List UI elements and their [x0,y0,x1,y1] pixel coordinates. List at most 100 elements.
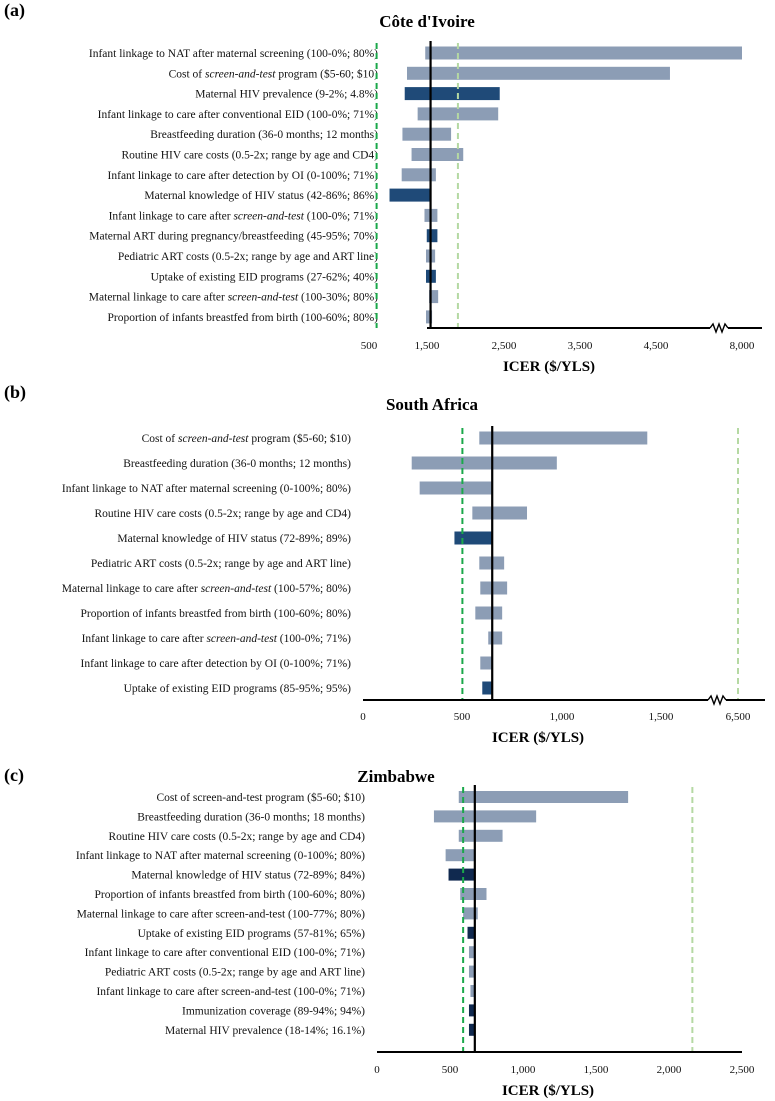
category-label: Infant linkage to care after detection b… [81,658,352,670]
category-label: Maternal ART during pregnancy/breastfeed… [89,231,378,243]
panel-label: (a) [4,0,25,21]
bar-9 [488,631,503,645]
bar-10 [480,656,493,670]
x-axis-label: ICER ($/YLS) [502,1083,594,1099]
bar-6 [411,148,464,161]
chart-title: Côte d'Ivoire [379,12,475,31]
bar-11 [482,681,493,695]
bar-7 [480,581,508,595]
category-label: Cost of screen-and-test program ($5-60; … [156,791,365,804]
bar-11 [470,985,475,997]
axis-break-mark [707,694,727,706]
x-tick-label: 1,000 [550,711,575,723]
x-tick-label: 2,500 [730,1064,755,1076]
category-label: Maternal linkage to care after screen-an… [89,292,378,304]
bar-4 [445,849,475,862]
bar-10 [426,229,438,243]
category-label: Uptake of existing EID programs (27-62%;… [151,271,379,283]
category-label: Infant linkage to care after conventiona… [85,947,366,959]
category-label: Proportion of infants breastfed from bir… [80,608,351,620]
x-axis-label: ICER ($/YLS) [492,730,584,746]
bar-1 [458,791,629,803]
category-label: Breastfeeding duration (36-0 months; 12 … [123,458,351,470]
x-tick-label: 3,500 [568,340,593,352]
x-tick-label: 8,000 [730,340,755,352]
bar-1 [425,46,742,60]
category-label: Maternal HIV prevalence (18-14%; 16.1%) [165,1025,365,1037]
category-label: Cost of screen-and-test program ($5-60; … [142,432,352,445]
panel-a: (a) Côte d'Ivoire Infant linkage to NAT af… [4,0,762,375]
x-tick-label: 2,000 [657,1064,682,1076]
panel-label: (c) [4,765,24,786]
category-label: Proportion of infants breastfed from bir… [94,889,365,901]
x-tick-label: 500 [454,711,471,723]
category-label: Routine HIV care costs (0.5-2x; range by… [108,831,365,843]
category-label: Infant linkage to NAT after maternal scr… [89,48,378,60]
bar-12 [468,1004,475,1017]
bar-6 [460,888,487,900]
category-label: Proportion of infants breastfed from bir… [107,312,378,324]
category-label: Infant linkage to NAT after maternal scr… [76,850,365,862]
x-tick-label: 4,500 [644,340,669,352]
bar-13 [429,290,439,304]
x-tick-label: 0 [374,1064,380,1076]
bar-1 [479,431,648,445]
category-label: Routine HIV care costs (0.5-2x; range by… [94,508,351,520]
bar-8 [475,606,503,620]
bar-8 [389,188,431,202]
category-label: Routine HIV care costs (0.5-2x; range by… [121,150,378,162]
bar-3 [404,87,500,101]
category-label: Infant linkage to care after detection b… [108,170,379,182]
x-tick-label: 1,000 [511,1064,536,1076]
chart-title: Zimbabwe [357,767,435,786]
category-label: Pediatric ART costs (0.5-2x; range by ag… [105,967,365,979]
x-tick-label: 500 [361,340,378,352]
category-label: Cost of screen-and-test program ($5-60; … [169,67,379,80]
category-label: Infant linkage to NAT after maternal scr… [62,483,351,495]
category-label: Maternal linkage to care after screen-an… [62,583,351,595]
category-label: Breastfeeding duration (36-0 months; 18 … [137,811,365,823]
bar-5 [402,127,452,141]
category-label: Uptake of existing EID programs (85-95%;… [124,683,352,695]
x-tick-label: 2,500 [492,340,517,352]
category-label: Pediatric ART costs (0.5-2x; range by ag… [118,251,378,263]
bar-2 [407,66,670,80]
bar-14 [426,310,433,324]
x-tick-label: 1,500 [584,1064,609,1076]
x-tick-label: 500 [442,1064,459,1076]
panel-b: (b) South Africa Cost of screen-and-test p… [4,382,765,746]
category-label: Maternal HIV prevalence (9-2%; 4.8%) [195,89,378,101]
x-tick-label: 6,500 [726,711,751,723]
bar-7 [401,168,436,182]
bar-2 [411,456,557,470]
bar-8 [467,926,475,939]
x-tick-label: 0 [360,711,366,723]
category-label: Maternal linkage to care after screen-an… [77,908,365,920]
category-label: Infant linkage to care after screen-and-… [109,210,379,222]
x-tick-label: 1,500 [415,340,440,352]
bar-5 [454,531,493,545]
bar-10 [468,965,475,978]
bar-13 [468,1023,475,1036]
bar-3 [419,481,493,495]
bar-9 [468,946,475,959]
panel-label: (b) [4,382,26,403]
axis-break-mark [709,322,729,334]
x-tick-label: 1,500 [649,711,674,723]
bar-5 [448,868,475,881]
category-label: Uptake of existing EID programs (57-81%;… [138,928,366,940]
category-label: Maternal knowledge of HIV status (72-89%… [131,870,365,882]
category-label: Infant linkage to care after conventiona… [98,109,379,121]
chart-title: South Africa [386,395,479,414]
category-label: Infant linkage to care after screen-and-… [82,633,352,645]
x-axis-label: ICER ($/YLS) [503,359,595,375]
category-label: Infant linkage to care after screen-and-… [96,986,365,998]
panel-c: (c) Zimbabwe Cost of screen-and-test progr… [4,765,755,1099]
category-label: Pediatric ART costs (0.5-2x; range by ag… [91,558,351,570]
bar-3 [458,829,503,842]
category-label: Maternal knowledge of HIV status (42-86%… [144,190,378,202]
bar-4 [472,506,528,520]
category-label: Maternal knowledge of HIV status (72-89%… [117,533,351,545]
bar-2 [433,810,537,823]
